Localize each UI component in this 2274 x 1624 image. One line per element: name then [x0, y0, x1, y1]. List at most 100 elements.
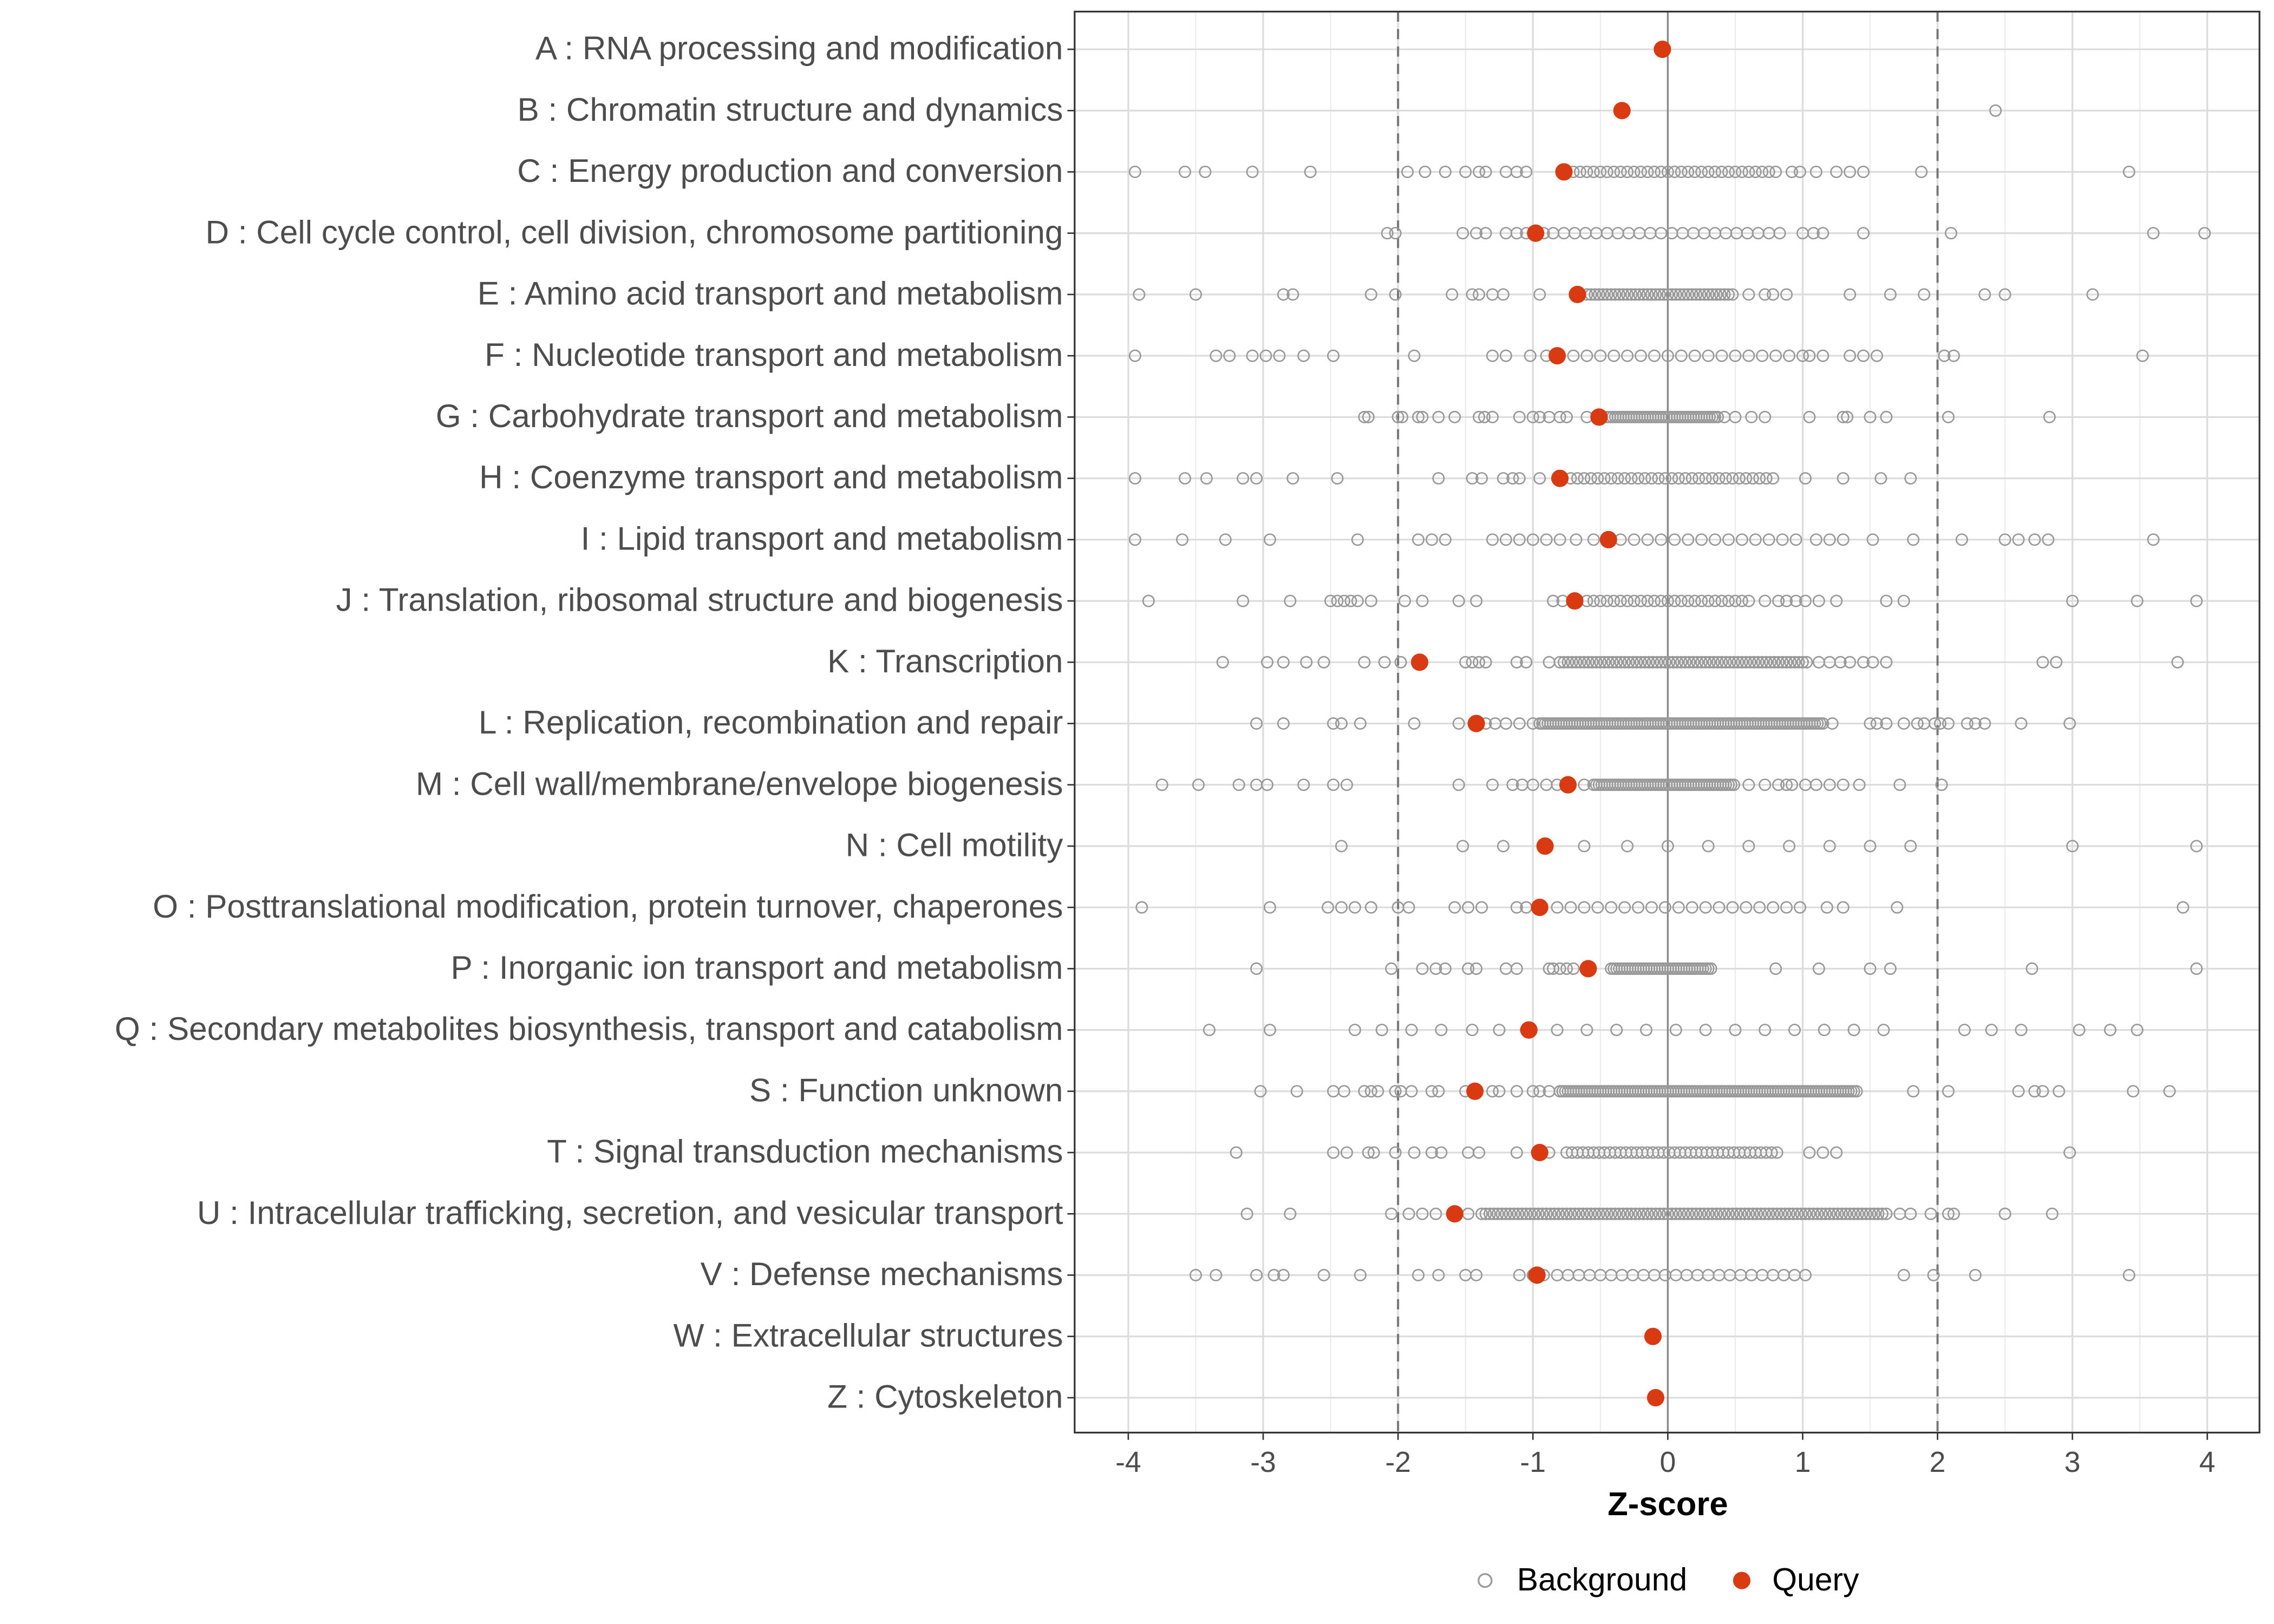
background-point [1637, 1207, 1650, 1220]
background-point [1978, 288, 1991, 301]
background-point [1942, 1085, 1955, 1098]
background-point [1402, 901, 1415, 914]
background-point [1259, 349, 1272, 362]
background-point [1263, 901, 1277, 914]
background-point [1605, 1207, 1618, 1220]
background-point [1699, 472, 1712, 485]
background-point [1658, 901, 1671, 914]
background-point [1475, 472, 1488, 485]
background-point [2122, 1269, 2135, 1282]
background-point [1416, 962, 1429, 975]
background-point [1429, 1207, 1442, 1220]
background-point [1927, 1269, 1940, 1282]
background-point [1773, 227, 1786, 240]
background-point [1767, 472, 1780, 485]
background-point [1552, 1207, 1565, 1220]
background-point [1324, 594, 1337, 607]
background-point [1942, 410, 1955, 423]
background-point [1609, 1207, 1622, 1220]
background-point [1432, 1269, 1445, 1282]
background-point [2136, 349, 2149, 362]
background-point [1277, 1269, 1290, 1282]
background-point [1718, 288, 1731, 301]
background-point [1473, 410, 1486, 423]
background-point [1520, 165, 1533, 179]
background-point [1818, 1024, 1831, 1037]
background-point [1788, 1024, 1801, 1037]
background-point [1880, 656, 1893, 669]
category-label: W : Extracellular structures [674, 1317, 1063, 1353]
background-point [1389, 288, 1402, 301]
category-label: Q : Secondary metabolites biosynthesis, … [115, 1010, 1063, 1047]
background-point [1658, 656, 1671, 669]
background-point [2042, 533, 2055, 546]
background-point [1128, 533, 1141, 546]
background-point [1770, 1146, 1783, 1159]
background-point [1589, 1207, 1602, 1220]
background-point [1685, 472, 1698, 485]
background-point [1401, 165, 1414, 179]
category-label: N : Cell motility [846, 827, 1063, 863]
background-point [1510, 227, 1523, 240]
background-point [1578, 840, 1591, 853]
background-point [1142, 594, 1155, 607]
background-point [2131, 1024, 2144, 1037]
background-point [1179, 472, 1192, 485]
background-point [1598, 472, 1611, 485]
legend-background-label: Background [1517, 1562, 1687, 1597]
background-point [1668, 165, 1681, 179]
background-point [1340, 1146, 1353, 1159]
background-point [1809, 165, 1822, 179]
background-point [1578, 472, 1591, 485]
background-point [1819, 1207, 1832, 1220]
background-point [1573, 656, 1586, 669]
background-point [1586, 656, 1599, 669]
background-point [1507, 1207, 1520, 1220]
background-point [2036, 656, 2049, 669]
background-point [1297, 778, 1310, 791]
background-point [1600, 1207, 1613, 1220]
background-point [1611, 472, 1624, 485]
background-point [1133, 288, 1146, 301]
background-point [1891, 901, 1904, 914]
background-point [1703, 656, 1716, 669]
background-point [2147, 533, 2160, 546]
background-point [1688, 594, 1701, 607]
background-point [1742, 840, 1755, 853]
background-point [1844, 165, 1857, 179]
background-point [1694, 288, 1707, 301]
background-point [1371, 1085, 1384, 1098]
background-point [1706, 1207, 1719, 1220]
background-point [1473, 656, 1486, 669]
background-point [1695, 533, 1708, 546]
query-point [1599, 531, 1617, 548]
background-point [2066, 840, 2079, 853]
background-point [1484, 1207, 1497, 1220]
background-point [1439, 533, 1452, 546]
background-point [1866, 656, 1879, 669]
background-point [1652, 472, 1665, 485]
background-point [1740, 901, 1753, 914]
background-point [1337, 1085, 1351, 1098]
background-point [1729, 594, 1742, 607]
background-point [1223, 349, 1236, 362]
background-point [1791, 1207, 1804, 1220]
background-point [1702, 1207, 1715, 1220]
background-point [1793, 901, 1806, 914]
background-point [1831, 1207, 1844, 1220]
background-point [1317, 656, 1330, 669]
category-label: J : Translation, ribosomal structure and… [336, 581, 1063, 618]
background-point [1958, 1024, 1971, 1037]
background-point [1375, 1024, 1388, 1037]
background-point [1698, 1207, 1711, 1220]
background-point [1715, 165, 1728, 179]
query-point [1644, 1327, 1662, 1345]
background-point [1742, 1207, 1755, 1220]
background-point [1558, 656, 1571, 669]
background-point [1354, 717, 1367, 730]
background-point [1533, 288, 1546, 301]
background-point [1290, 1085, 1303, 1098]
background-point [1210, 1269, 1223, 1282]
background-point [1880, 717, 1893, 730]
